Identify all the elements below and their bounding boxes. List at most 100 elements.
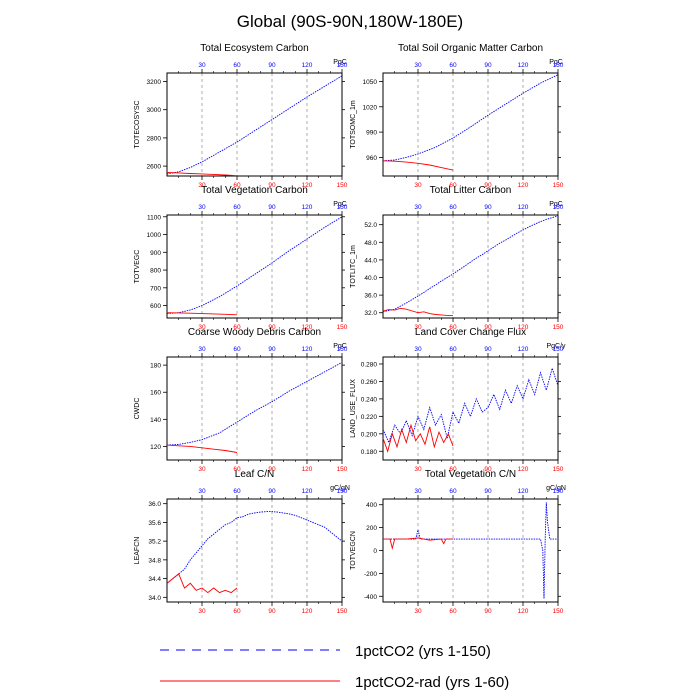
bottom-tick-label: 60 <box>449 182 457 189</box>
panel-title: Leaf C/N <box>235 469 274 480</box>
top-tick-label: 90 <box>268 204 276 211</box>
panel-units: PgC <box>333 59 347 66</box>
y-tick-label: 160 <box>150 390 161 397</box>
y-tick-label: 36.0 <box>148 501 161 508</box>
y-tick-label: 140 <box>150 417 161 424</box>
top-tick-label: 30 <box>198 62 206 69</box>
top-tick-label: 120 <box>518 204 529 211</box>
series-line-1 <box>166 216 343 315</box>
top-tick-label: 60 <box>233 62 241 69</box>
bottom-tick-label: 150 <box>337 324 348 331</box>
panel-title: Total Vegetation C/N <box>425 469 516 480</box>
top-tick-label: 60 <box>233 488 241 495</box>
panel-units: PgC <box>333 343 347 350</box>
top-tick-label: 90 <box>484 62 492 69</box>
bottom-tick-label: 60 <box>233 466 241 473</box>
series-line-2 <box>166 444 238 453</box>
bottom-tick-label: 90 <box>484 466 492 473</box>
top-tick-label: 120 <box>518 488 529 495</box>
y-axis-label: TOTVEGCN <box>350 531 357 570</box>
y-tick-label: 1050 <box>363 79 378 86</box>
series-line-1 <box>382 74 559 162</box>
series-line-1 <box>166 75 343 175</box>
top-tick-label: 90 <box>484 204 492 211</box>
top-tick-label: 30 <box>414 346 422 353</box>
plot-frame <box>166 72 343 177</box>
y-tick-label: 120 <box>150 444 161 451</box>
top-tick-label: 30 <box>198 346 206 353</box>
panel-units: PgC/y <box>546 343 566 350</box>
y-tick-label: 1000 <box>147 232 162 239</box>
top-tick-label: 30 <box>198 204 206 211</box>
figure-title: Global (90S-90N,180W-180E) <box>237 12 463 31</box>
y-tick-label: 0.280 <box>361 361 378 368</box>
plot-frame <box>382 72 559 177</box>
chart-panel-8: Total Vegetation C/N gC/gN 30 30 60 60 90 90 120… <box>350 469 566 615</box>
chart-panel-1: Total Ecosystem Carbon PgC 30 30 60 60 90 90 120… <box>134 43 348 189</box>
y-tick-label: 40.0 <box>364 275 377 282</box>
bottom-tick-label: 30 <box>414 466 422 473</box>
y-tick-label: 36.0 <box>364 293 377 300</box>
panel-units: PgC <box>549 59 563 66</box>
bottom-tick-label: 60 <box>449 466 457 473</box>
y-tick-label: 34.0 <box>148 595 161 602</box>
top-tick-label: 60 <box>233 204 241 211</box>
plot-frame <box>382 214 559 319</box>
bottom-tick-label: 90 <box>268 324 276 331</box>
panel-grid: Total Ecosystem Carbon PgC 30 30 60 60 90 90 120… <box>134 43 566 615</box>
y-tick-label: 1100 <box>147 214 161 221</box>
y-tick-label: 200 <box>366 525 377 532</box>
top-tick-label: 150 <box>337 204 348 211</box>
chart-panel-7: Leaf C/N gC/gN 30 30 60 60 90 90 120 120 150 150 36.… <box>134 469 350 615</box>
legend-label-2: 1pctCO2-rad (yrs 1-60) <box>355 674 509 691</box>
y-tick-label: 3200 <box>147 79 162 86</box>
y-tick-label: 960 <box>366 155 377 162</box>
y-tick-label: 52.0 <box>364 222 377 229</box>
top-tick-label: 90 <box>268 346 276 353</box>
bottom-tick-label: 120 <box>302 608 313 615</box>
bottom-tick-label: 30 <box>198 324 206 331</box>
top-tick-label: 90 <box>268 62 276 69</box>
top-tick-label: 150 <box>337 62 348 69</box>
bottom-tick-label: 120 <box>302 182 313 189</box>
series-line-2 <box>166 172 238 177</box>
top-tick-label: 90 <box>268 488 276 495</box>
y-tick-label: -200 <box>364 571 377 578</box>
bottom-tick-label: 120 <box>518 608 529 615</box>
chart-panel-4: Total Litter Carbon PgC 30 30 60 60 90 90 120 120… <box>350 185 564 331</box>
bottom-tick-label: 90 <box>484 608 492 615</box>
chart-panel-2: Total Soil Organic Matter Carbon PgC 30 30 6… <box>350 43 564 189</box>
y-tick-label: 900 <box>150 250 161 257</box>
y-tick-label: 2800 <box>147 135 162 142</box>
y-tick-label: 700 <box>150 285 161 292</box>
legend-label-1: 1pctCO2 (yrs 1-150) <box>355 643 491 660</box>
top-tick-label: 150 <box>553 346 564 353</box>
series-line-2 <box>166 312 238 316</box>
bottom-tick-label: 150 <box>337 466 348 473</box>
series-line-2 <box>382 423 454 453</box>
y-tick-label: 0.180 <box>361 449 378 456</box>
bottom-tick-label: 60 <box>449 324 457 331</box>
bottom-tick-label: 60 <box>449 608 457 615</box>
bottom-tick-label: 30 <box>414 608 422 615</box>
top-tick-label: 30 <box>414 204 422 211</box>
bottom-tick-label: 120 <box>518 466 529 473</box>
top-tick-label: 90 <box>484 488 492 495</box>
top-tick-label: 120 <box>518 346 529 353</box>
plot-frame <box>382 498 559 603</box>
top-tick-label: 60 <box>449 204 457 211</box>
plot-frame <box>166 498 343 603</box>
y-tick-label: 35.6 <box>148 520 161 527</box>
panel-units: PgC <box>549 201 563 208</box>
bottom-tick-label: 120 <box>302 324 313 331</box>
bottom-tick-label: 60 <box>233 182 241 189</box>
series-line-2 <box>382 160 454 171</box>
bottom-tick-label: 60 <box>233 608 241 615</box>
y-axis-label: TOTVEGC <box>134 250 141 284</box>
y-tick-label: 800 <box>150 268 161 275</box>
top-tick-label: 60 <box>449 62 457 69</box>
y-tick-label: 1020 <box>363 104 378 111</box>
bottom-tick-label: 90 <box>268 182 276 189</box>
top-tick-label: 150 <box>553 204 564 211</box>
